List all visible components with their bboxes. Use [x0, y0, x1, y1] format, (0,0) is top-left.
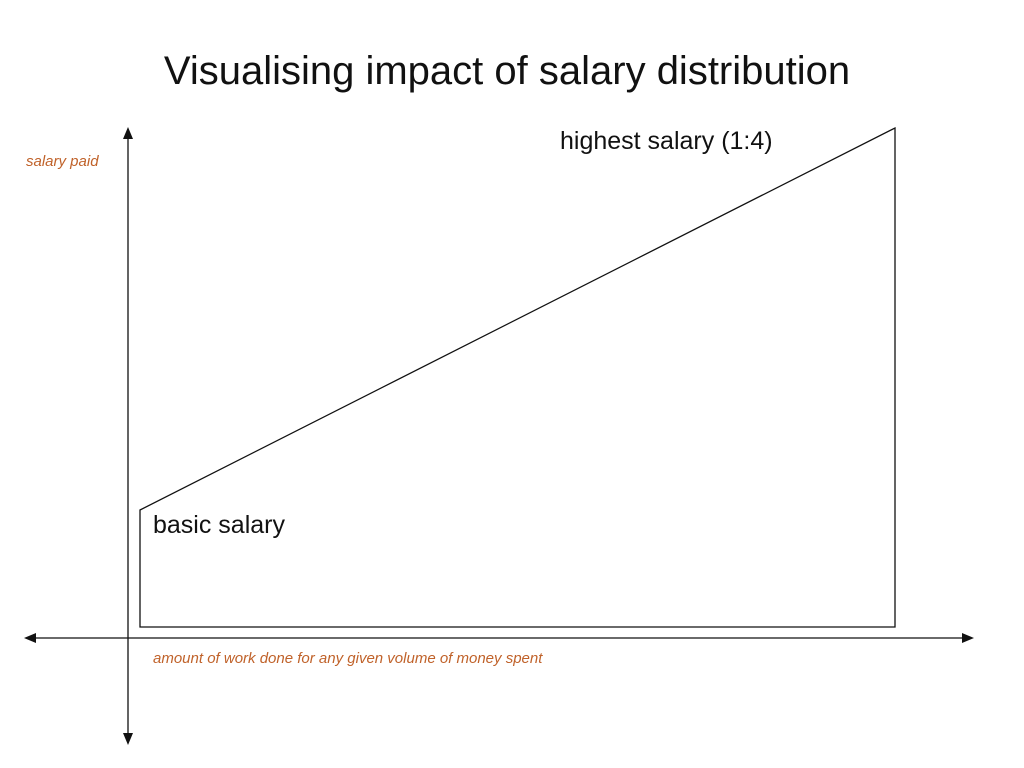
highest-salary-label: highest salary (1:4) [560, 127, 773, 155]
y-axis-arrow-bottom [123, 733, 133, 745]
x-axis-arrow-left [24, 633, 36, 643]
salary-area [139, 126, 896, 628]
y-axis-label: salary paid [26, 153, 99, 170]
x-axis-arrow-right [962, 633, 974, 643]
x-axis-label: amount of work done for any given volume… [153, 650, 543, 667]
title: Visualising impact of salary distributio… [164, 49, 850, 93]
basic-salary-label: basic salary [153, 511, 285, 539]
y-axis-arrow-top [123, 127, 133, 139]
